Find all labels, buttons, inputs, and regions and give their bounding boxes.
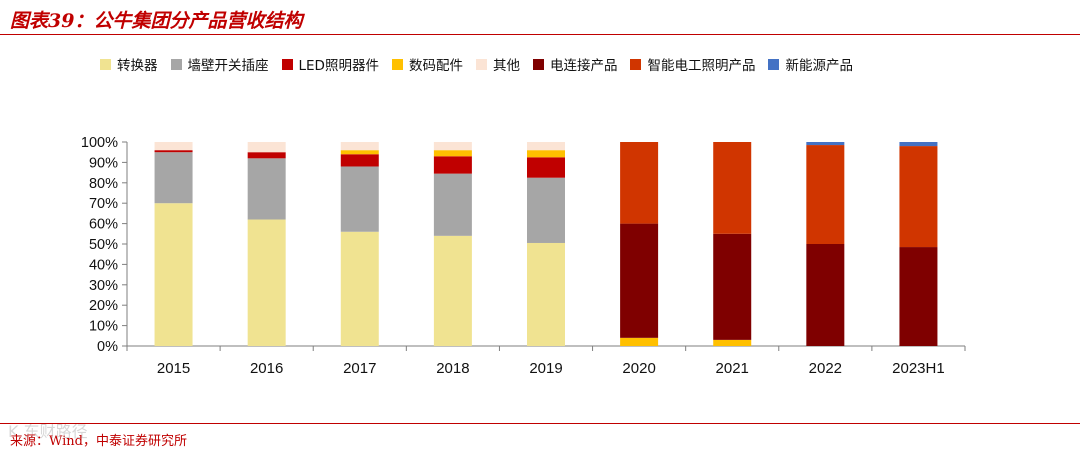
y-tick-label: 100% — [81, 135, 118, 151]
bar-segment — [527, 177, 565, 243]
x-tick-label: 2019 — [529, 360, 562, 377]
bar-segment — [620, 142, 659, 224]
bar-segment — [247, 219, 286, 346]
y-tick-label: 30% — [89, 278, 118, 294]
bar-segment — [154, 142, 193, 151]
bar-segment — [527, 242, 565, 346]
y-tick-label: 60% — [89, 217, 118, 233]
figure-title: 图表39：公牛集团分产品营收结构 — [10, 10, 303, 32]
bar-segment — [154, 150, 193, 153]
x-tick-label: 2022 — [809, 360, 842, 377]
bar-segment — [713, 233, 752, 340]
bar-segment — [620, 337, 659, 346]
x-tick-label: 2021 — [716, 360, 749, 377]
bar-segment — [433, 156, 472, 174]
bar-segment — [620, 223, 659, 338]
bar-segment — [806, 142, 845, 146]
bar-segment — [806, 244, 845, 346]
bar-segment — [899, 146, 938, 248]
bar-segment — [433, 173, 472, 236]
y-tick-label: 90% — [89, 155, 118, 171]
bar-segment — [899, 247, 938, 346]
legend-item: 电连接产品 — [532, 54, 618, 74]
bar-segment — [713, 339, 752, 346]
bar-segment — [899, 142, 938, 147]
y-tick-label: 10% — [89, 319, 118, 335]
legend-label: 电连接产品 — [549, 58, 618, 74]
legend-item: LED照明器件 — [281, 54, 379, 74]
bar-segment — [340, 142, 379, 151]
x-tick-label: 2015 — [157, 360, 190, 377]
legend-label: LED照明器件 — [298, 58, 379, 74]
legend-swatch — [475, 58, 487, 70]
x-tick-label: 2023H1 — [892, 360, 945, 377]
bar-segment — [340, 231, 379, 346]
legend-label: 数码配件 — [408, 58, 463, 74]
bar-segment — [154, 203, 193, 346]
y-tick-label: 40% — [89, 257, 118, 273]
source-note: 来源：Wind，中泰证券研究所 — [10, 434, 187, 449]
bar-segment — [340, 154, 379, 167]
bar-segment — [433, 142, 472, 151]
legend-item: 新能源产品 — [768, 54, 853, 74]
bar-segment — [713, 142, 752, 234]
bar-segment — [433, 235, 472, 346]
legend-item: 数码配件 — [391, 54, 463, 74]
bar-segment — [433, 150, 472, 157]
x-tick-label: 2016 — [250, 360, 283, 377]
bar-segment — [806, 145, 845, 244]
legend-item: 其他 — [475, 54, 520, 74]
bar-segment — [247, 158, 286, 220]
chart-legend: 转换器 墙壁开关插座 LED照明器件 数码配件 其他 电连接产品 智能电工照明产品 新能源产品 — [100, 54, 980, 74]
bar-segment — [527, 157, 565, 178]
y-tick-label: 20% — [89, 298, 118, 314]
bar-segment — [154, 152, 193, 204]
bar-segment — [340, 166, 379, 232]
title-divider — [0, 34, 1080, 35]
legend-swatch — [100, 58, 111, 70]
legend-item: 墙壁开关插座 — [170, 54, 269, 74]
legend-label: 智能电工照明产品 — [647, 58, 756, 74]
y-tick-label: 50% — [89, 237, 118, 253]
x-tick-label: 2018 — [436, 360, 469, 377]
source-divider — [0, 423, 1080, 424]
bar-segment — [527, 150, 565, 158]
legend-label: 墙壁开关插座 — [187, 58, 269, 74]
watermark: K 东财路径 — [8, 422, 88, 441]
legend-item: 智能电工照明产品 — [630, 54, 755, 74]
legend-swatch — [532, 58, 544, 70]
legend-swatch — [768, 58, 780, 70]
legend-swatch — [281, 58, 293, 70]
legend-label: 转换器 — [117, 58, 158, 74]
legend-swatch — [391, 58, 403, 70]
legend-swatch — [170, 58, 182, 70]
bar-segment — [247, 152, 286, 159]
x-tick-label: 2020 — [622, 360, 655, 377]
y-tick-label: 80% — [89, 176, 118, 192]
y-tick-label: 0% — [97, 339, 118, 355]
legend-swatch — [630, 58, 642, 70]
bar-segment — [247, 142, 286, 153]
bar-segment — [527, 142, 565, 151]
legend-label: 新能源产品 — [785, 58, 853, 74]
x-tick-label: 2017 — [343, 360, 376, 377]
legend-label: 其他 — [492, 58, 520, 74]
bar-segment — [340, 150, 379, 155]
legend-item: 转换器 — [100, 54, 158, 74]
y-tick-label: 70% — [89, 196, 118, 212]
